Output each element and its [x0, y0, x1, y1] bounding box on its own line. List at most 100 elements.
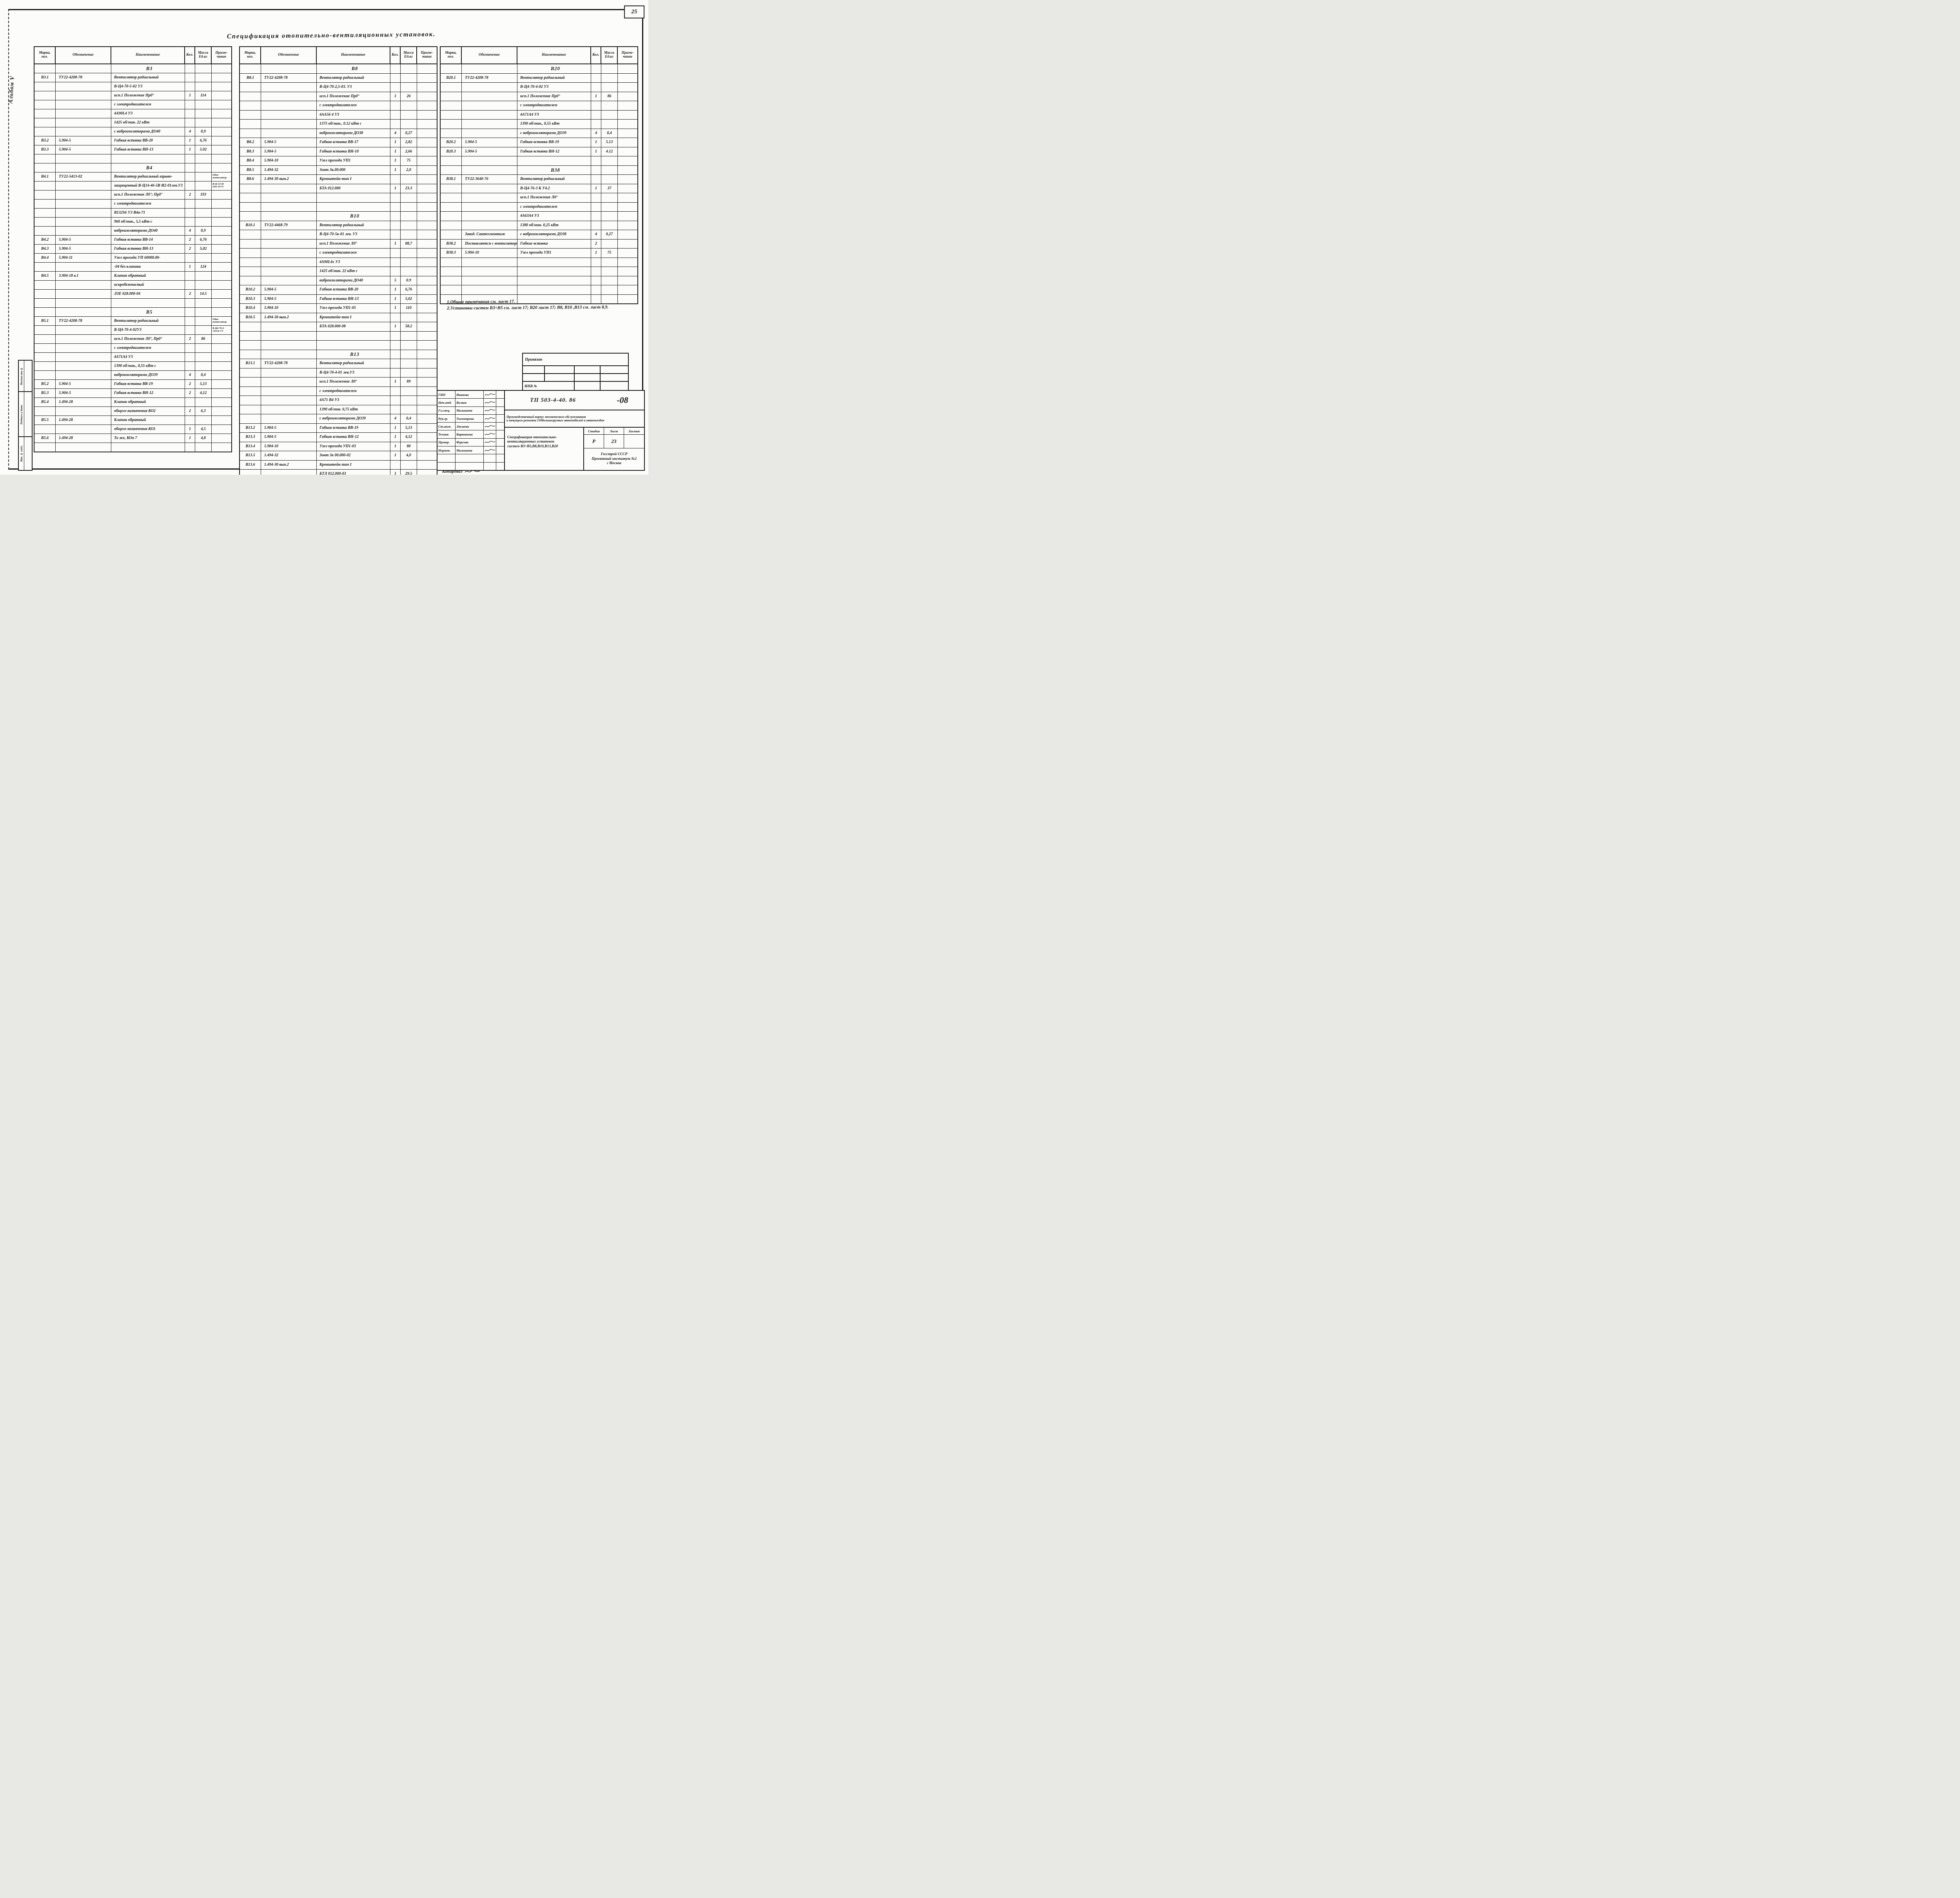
signer-role — [437, 462, 456, 470]
col-marka: Марка, поз. — [441, 47, 462, 64]
table-body-middle: В8 В8.1 ТУ22-4208-78 Вентилятор радиальный В… — [240, 64, 437, 475]
table-row: В-Ц4-70-5-02 У3 — [34, 82, 231, 91]
table-row — [240, 341, 437, 350]
table-row: виброизоляторами ДО40 4 0,9 — [34, 227, 231, 236]
table-body-right: В20 В20.1 ТУ22-4208-78 Вентилятор радиальны… — [441, 64, 637, 303]
table-header: Марка, поз. Обозначение Наименование Кол… — [34, 47, 231, 64]
section-row: В10 — [240, 212, 437, 221]
col-oboznachenie: Обозначение — [462, 47, 517, 64]
signer-name: Иванова — [456, 391, 484, 399]
binding-label: Привязан — [523, 354, 628, 366]
table-row: исп.1 Положение Пр0° 1 114 — [34, 91, 231, 100]
signer-role: ГИП — [437, 391, 456, 399]
table-row: 4А90L4х У3 — [240, 258, 437, 267]
table-row: исп.1 Положение Л0° 1 89 — [240, 377, 437, 387]
table-row — [441, 267, 637, 276]
signer-name: Люляева — [456, 423, 484, 430]
table-row: В5.4 1.494-28 Клапан обратный — [34, 398, 231, 407]
side-box-podpis: Подпись и дата — [18, 391, 33, 438]
table-row: В8.1 ТУ22-4208-78 Вентилятор радиальный — [240, 73, 437, 83]
table-row: В38.2 Поставляется с вентилятором Гибкие в… — [441, 239, 637, 249]
signer-role: Рук.гр. — [437, 414, 456, 423]
table-row: виброизоляторами ДО40 5 0.9 — [240, 276, 437, 285]
document-number-row: ТП 503-4-40. 86 -08 — [505, 391, 644, 410]
signature-scribble — [485, 393, 495, 396]
table-row: 960 об/мин., 5,5 кВт с — [34, 218, 231, 227]
section-row: В8 — [240, 64, 437, 74]
signer-signature — [484, 406, 496, 414]
signer-role: Гл.спец. — [437, 406, 456, 414]
table-row: с электродвигателем — [34, 100, 231, 109]
col-massa: Масса Ед.кг — [195, 47, 212, 64]
spec-table-middle: Марка, поз. Обозначение Наименование Кол… — [239, 46, 437, 475]
table-row — [34, 443, 231, 452]
col-prim: Приме- чание — [215, 51, 228, 59]
table-row — [441, 156, 637, 166]
table-row: В8.4 5.904-10 Узел прохода УП1 1 75 — [240, 156, 437, 166]
table-header: Марка, поз. Обозначение Наименование Кол… — [441, 47, 637, 64]
section-row: В13 — [240, 350, 437, 359]
table-row: В3.1 ТУ22-4208-78 Вентилятор радиальный — [34, 73, 231, 82]
signature-scribble — [465, 470, 480, 473]
signer-name: Малышева — [456, 446, 484, 454]
table-row: ЛЗЕ 028.000-04 2 14.5 — [34, 290, 231, 299]
organization: Госстрой СССР Проектный институт №2 г Мо… — [592, 452, 637, 466]
title-block: ГИП Иванова Нач.отд. Волков Гл.спец. Малышева… — [437, 390, 645, 471]
sheets-label: Листов — [628, 429, 640, 433]
signer-signature — [484, 454, 496, 462]
table-row: исп.1 Положение Пр0° 1 26 — [240, 92, 437, 101]
table-row: В5.6 1.494-28 То же, КОп 7 1 4,8 — [34, 434, 231, 443]
table-row: исп.1 Положение Пр0° 1 86 — [441, 92, 637, 101]
signer-signature — [484, 446, 496, 454]
table-row: с виброизоляторами ДО40 4 0,9 — [34, 127, 231, 136]
table-row: В20.2 5.904-5 Гибкая вставка ВВ-19 1 5.13 — [441, 138, 637, 147]
signer-row: Ст.инж. Люляева — [437, 423, 504, 431]
col-kol: Кол. — [185, 47, 195, 64]
signature-scribble — [485, 425, 495, 428]
spec-table-left: Марка, поз. Обозначение Наименование Кол… — [34, 46, 232, 452]
table-row: В8.3 5.904-5 Гибкая вставка ВН-10 1 2,66 — [240, 147, 437, 156]
table-row: исп.1 Положение Л0°, Пр0° 2 86 — [34, 335, 231, 344]
signer-signature — [484, 391, 496, 399]
signature-scribble — [485, 433, 495, 435]
table-row: В-Ц4-70-5к-01 лев. У3 — [240, 230, 437, 240]
table-row: 1375 об/мин., 0.12 кВт с — [240, 120, 437, 129]
signer-role — [437, 454, 456, 462]
signer-signature — [484, 438, 496, 446]
stage-values-row: Р 23 — [584, 435, 644, 448]
signer-date — [496, 446, 504, 454]
table-row — [441, 294, 637, 303]
table-row — [34, 154, 231, 163]
side-box-vzamen: Взамен инв.№ — [18, 360, 33, 393]
col-naimenovanie: Наименование — [517, 47, 591, 64]
signer-row — [437, 454, 504, 463]
document-number: ТП 503-4-40. 86 — [530, 397, 576, 403]
col-oboznachenie: Обозначение — [261, 47, 317, 64]
table-row: 4А71А4 У3 — [34, 353, 231, 362]
signer-row: ГИП Иванова — [437, 391, 504, 399]
drawing-sheet: 25 Альбом V Спецификация отопительно-вен… — [0, 0, 648, 475]
signer-date — [496, 463, 504, 470]
section-row: В20 — [441, 64, 637, 74]
table-row: В13.6 1.494-30 вып.2 Кронштейн тип I — [240, 460, 437, 470]
table-row: В3.3 5.904-5 Гибкая вставка ВН-13 1 5.02 — [34, 145, 231, 154]
table-row: 4А71 В4 У3 — [240, 396, 437, 405]
signer-role: Ст.инж. — [437, 423, 456, 430]
document-title: Спецификация отопитeльно- вентиляционных… — [505, 428, 584, 470]
table-row: 1425 об/мин. 22 кВт с — [240, 267, 437, 276]
table-row: БТА 028.000-08 1 58.2 — [240, 322, 437, 332]
table-row — [240, 193, 437, 203]
table-row: В13.2 5.904-5 Гибкая вставка ВВ-19 1 5,13 — [240, 423, 437, 433]
table-header: Марка, поз. Обозначение Наименование Кол… — [240, 47, 437, 64]
signature-scribble — [485, 441, 495, 443]
table-row: В8.6 1.494-30 вып.2 Кронштейн тип I — [240, 175, 437, 184]
col-massa: Масса Ед.кг — [601, 47, 618, 64]
signer-date — [496, 430, 504, 438]
table-row: В4.2 5.904-5 Гибкая вставка ВВ-14 2 6,76 — [34, 236, 231, 245]
table-row: В13.1 ТУ22-4208-78 Вентилятор радиальный — [240, 359, 437, 368]
col-kol: Кол. — [591, 47, 601, 64]
signer-name: Волков — [456, 399, 484, 406]
table-row — [240, 202, 437, 212]
table-row: общего назначения КО2 2 6,3 — [34, 407, 231, 416]
signer-signature — [484, 430, 496, 438]
